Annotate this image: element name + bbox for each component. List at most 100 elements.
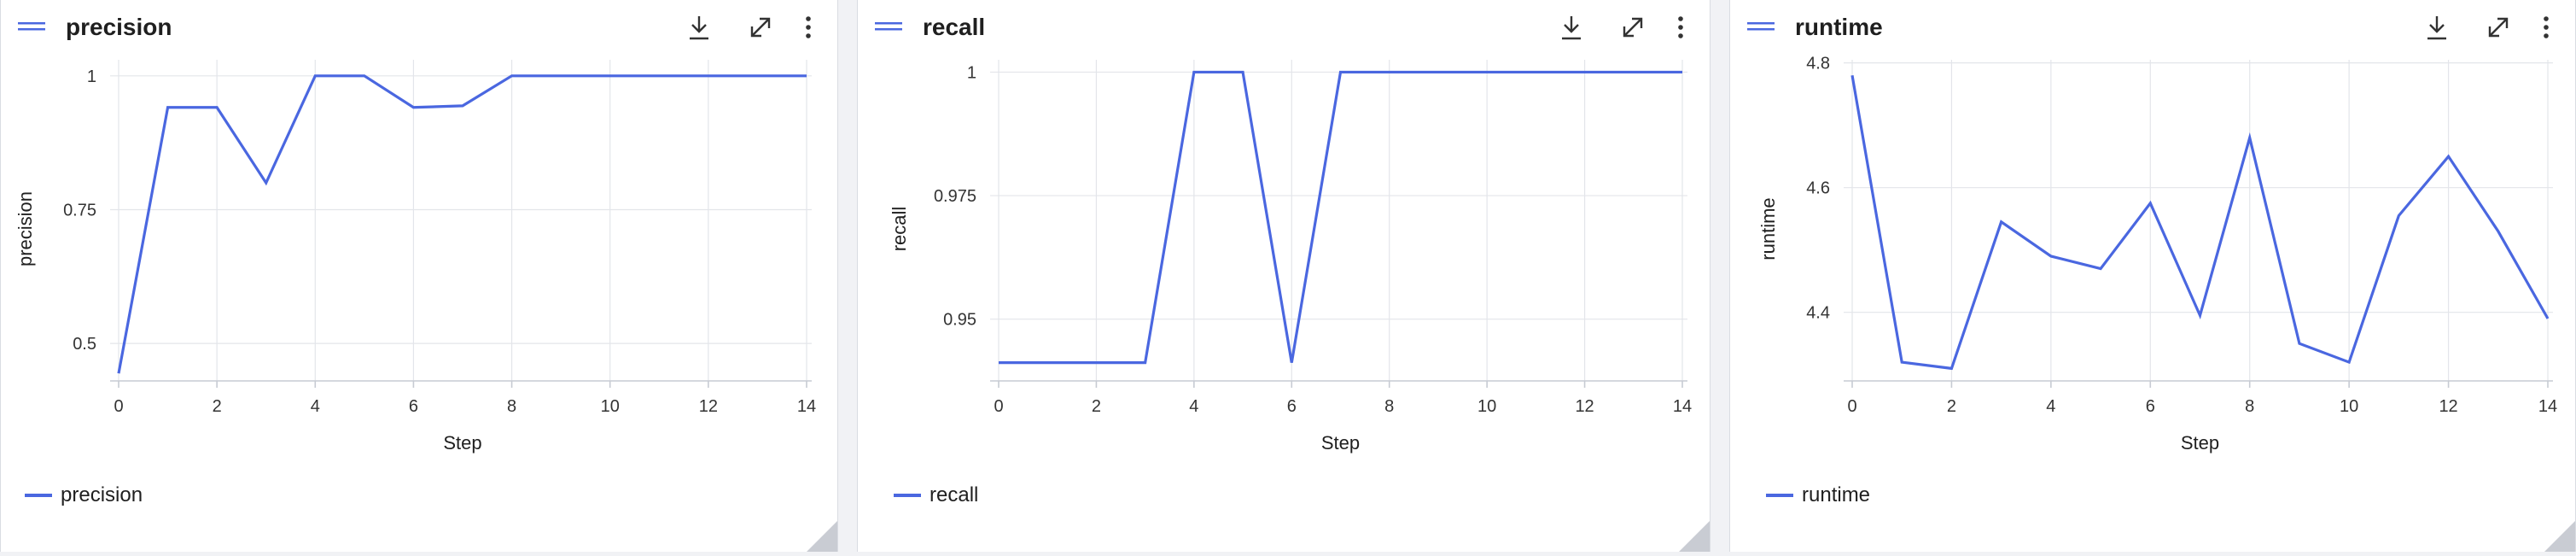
data-point[interactable] (1338, 69, 1343, 74)
x-tick-label: 12 (699, 397, 718, 416)
data-point[interactable] (1582, 69, 1588, 74)
data-point[interactable] (558, 73, 563, 79)
x-tick-label: 0 (114, 397, 123, 416)
data-point[interactable] (2098, 266, 2103, 272)
data-point[interactable] (1999, 219, 2004, 225)
data-point[interactable] (2545, 316, 2550, 321)
panel-header: runtime (1730, 0, 2575, 55)
data-point[interactable] (1289, 360, 1294, 366)
expand-icon[interactable] (2480, 9, 2517, 46)
series-line-recall[interactable] (999, 70, 1682, 365)
x-tick-label: 14 (2538, 397, 2557, 416)
legend[interactable]: recall (894, 478, 978, 512)
x-tick-label: 10 (601, 397, 620, 416)
data-point[interactable] (2346, 360, 2352, 365)
x-tick-label: 12 (2439, 397, 2457, 416)
x-axis-title: Step (1321, 432, 1360, 454)
x-axis-title: Step (443, 432, 481, 454)
data-point[interactable] (1093, 360, 1099, 366)
x-tick-label: 2 (1947, 397, 1956, 416)
data-point[interactable] (264, 180, 269, 185)
data-point[interactable] (1533, 69, 1538, 74)
data-point[interactable] (1631, 69, 1636, 74)
data-point[interactable] (1143, 360, 1148, 366)
x-tick-label: 2 (1092, 397, 1101, 416)
more-vertical-icon[interactable] (2527, 9, 2565, 46)
series-line-precision[interactable] (117, 74, 807, 374)
data-point[interactable] (166, 105, 171, 110)
data-point[interactable] (1484, 69, 1489, 74)
x-tick-label: 6 (1287, 397, 1297, 416)
y-tick-label: 1 (87, 67, 96, 86)
data-point[interactable] (1045, 360, 1050, 366)
x-tick-label: 4 (2046, 397, 2055, 416)
download-icon[interactable] (680, 9, 718, 46)
y-tick-label: 1 (967, 63, 976, 82)
data-point[interactable] (1436, 69, 1441, 74)
drag-handle-icon[interactable] (1747, 22, 1775, 31)
panel-header: precision (1, 0, 837, 55)
x-tick-label: 0 (1847, 397, 1856, 416)
x-tick-label: 8 (507, 397, 516, 416)
x-tick-label: 10 (2340, 397, 2358, 416)
expand-icon[interactable] (1614, 9, 1652, 46)
x-tick-label: 0 (994, 397, 1003, 416)
download-icon[interactable] (1553, 9, 1590, 46)
more-vertical-icon[interactable] (790, 9, 827, 46)
data-point[interactable] (996, 360, 1001, 366)
chart-panel-precision: precision 0 2 4 6 8 10 12 14 0.5 0.75 1 Step precisio… (0, 0, 838, 552)
legend[interactable]: precision (25, 478, 143, 512)
legend-label: precision (61, 483, 143, 506)
data-point[interactable] (1899, 360, 1904, 365)
data-point[interactable] (362, 73, 367, 79)
data-point[interactable] (2297, 341, 2302, 346)
line-chart-recall: 0 2 4 6 8 10 12 14 0.95 0.975 1 Step recall (889, 60, 1692, 454)
resize-handle-icon[interactable] (807, 521, 837, 552)
data-point[interactable] (510, 73, 515, 79)
data-point[interactable] (2148, 201, 2153, 206)
more-vertical-icon[interactable] (1662, 9, 1699, 46)
y-tick-label: 4.8 (1806, 55, 1830, 73)
data-point[interactable] (706, 73, 711, 79)
legend[interactable]: runtime (1766, 478, 1870, 512)
download-icon[interactable] (2418, 9, 2456, 46)
data-point[interactable] (1949, 366, 1954, 371)
expand-icon[interactable] (742, 9, 779, 46)
x-tick-label: 14 (797, 397, 816, 416)
data-point[interactable] (2496, 229, 2501, 234)
resize-handle-icon[interactable] (2544, 521, 2575, 552)
panel-title: recall (923, 14, 986, 40)
series-line-runtime[interactable] (1850, 74, 2550, 371)
data-point[interactable] (755, 73, 760, 79)
panel-title: precision (66, 14, 172, 40)
data-point[interactable] (2247, 135, 2253, 140)
data-point[interactable] (608, 73, 613, 79)
y-axis-title: recall (889, 207, 910, 252)
data-point[interactable] (312, 73, 318, 79)
data-point[interactable] (804, 73, 809, 79)
chart-panel-runtime: runtime 0 2 4 6 8 10 12 14 4.4 4.6 4.8 Step runtime ru… (1729, 0, 2576, 552)
x-tick-label: 10 (1477, 397, 1496, 416)
data-point[interactable] (2198, 313, 2203, 318)
data-point[interactable] (1850, 73, 1855, 78)
y-axis-title: precision (15, 191, 36, 266)
data-point[interactable] (2396, 214, 2401, 219)
data-point[interactable] (656, 73, 661, 79)
panel-title: runtime (1795, 14, 1883, 40)
y-tick-label: 4.4 (1806, 304, 1830, 323)
legend-swatch (1766, 494, 1793, 497)
x-tick-label: 12 (1575, 397, 1594, 416)
data-point[interactable] (214, 105, 219, 110)
resize-handle-icon[interactable] (1679, 521, 1710, 552)
data-point[interactable] (2049, 254, 2054, 259)
data-point[interactable] (1240, 69, 1245, 74)
data-point[interactable] (411, 105, 416, 110)
drag-handle-icon[interactable] (875, 22, 902, 31)
data-point[interactable] (116, 371, 121, 376)
data-point[interactable] (1680, 69, 1685, 74)
data-point[interactable] (2446, 154, 2451, 159)
drag-handle-icon[interactable] (18, 22, 45, 31)
data-point[interactable] (1387, 69, 1392, 74)
data-point[interactable] (460, 103, 465, 108)
data-point[interactable] (1192, 69, 1197, 74)
